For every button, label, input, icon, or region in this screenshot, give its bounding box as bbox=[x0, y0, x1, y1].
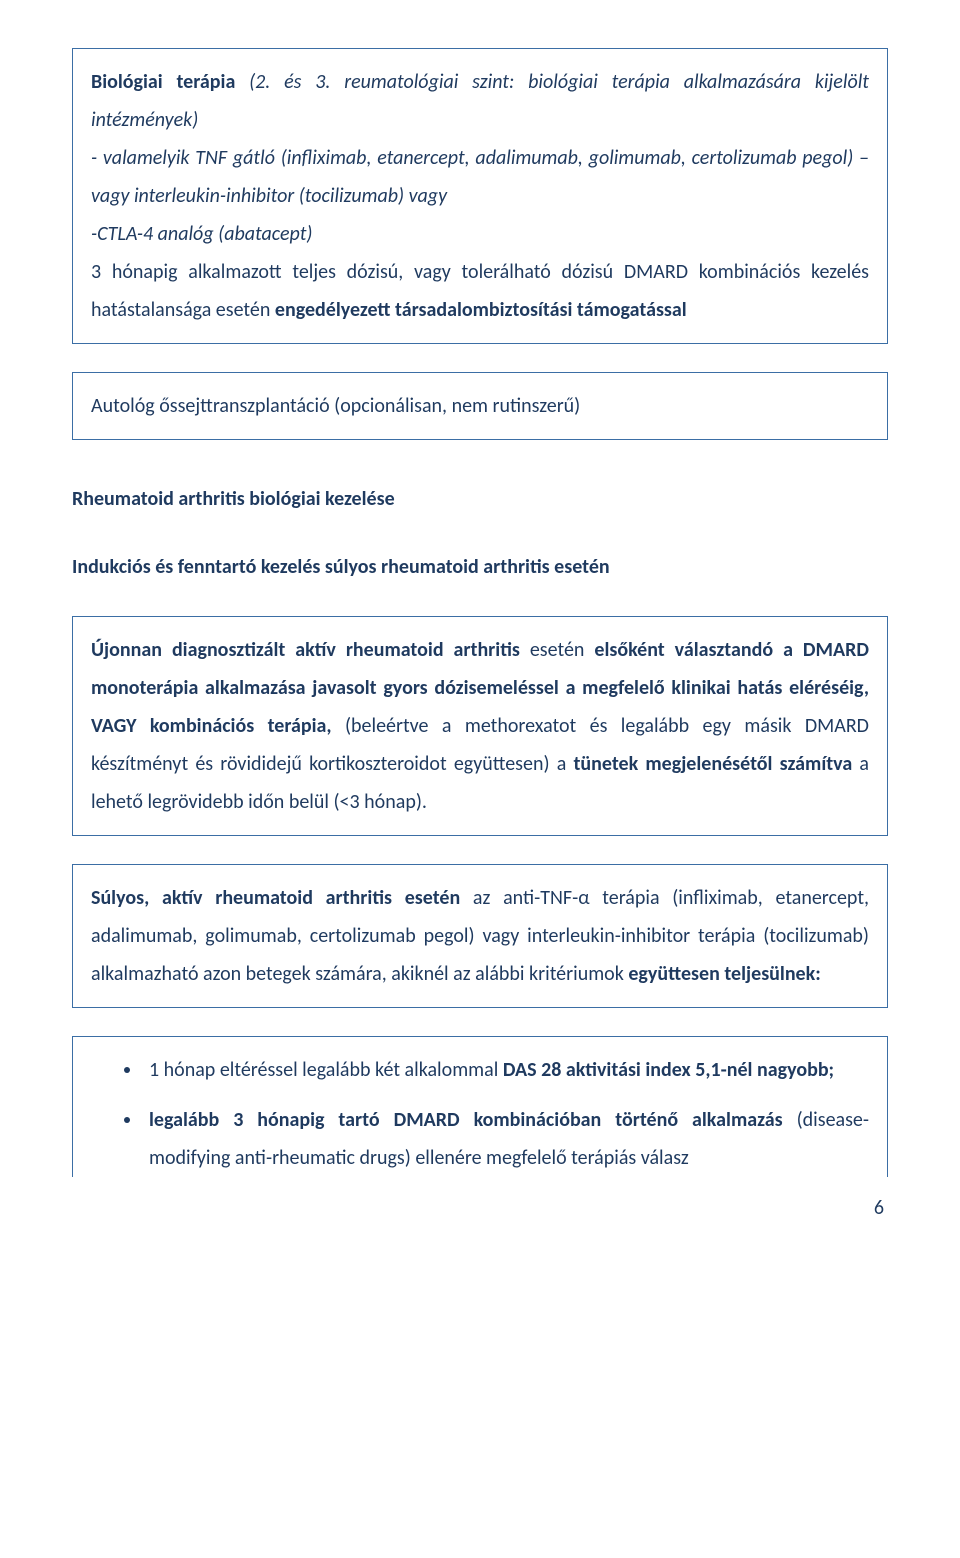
italic-line: -CTLA-4 analóg (abatacept) bbox=[91, 215, 869, 253]
bold-text: Súlyos, aktív rheumatoid arthritis eseté… bbox=[91, 886, 460, 910]
plain-text: esetén bbox=[520, 638, 595, 662]
section-heading: Rheumatoid arthritis biológiai kezelése bbox=[72, 480, 888, 518]
criteria-list: 1 hónap eltéréssel legalább két alkalomm… bbox=[91, 1051, 869, 1177]
list-item: legalább 3 hónapig tartó DMARD kombináci… bbox=[143, 1101, 869, 1177]
info-box-severe-ra: Súlyos, aktív rheumatoid arthritis eseté… bbox=[72, 864, 888, 1008]
sub-heading: Indukciós és fenntartó kezelés súlyos rh… bbox=[72, 548, 888, 586]
bold-term: Biológiai terápia bbox=[91, 70, 235, 94]
plain-text: 1 hónap eltéréssel legalább két alkalomm… bbox=[149, 1058, 503, 1082]
page-number: 6 bbox=[72, 1189, 888, 1227]
bold-text: együttesen teljesülnek: bbox=[628, 962, 820, 986]
therapy-box-biologic: Biológiai terápia (2. és 3. reumatológia… bbox=[72, 48, 888, 344]
italic-line: - valamelyik TNF gátló (infliximab, etan… bbox=[91, 139, 869, 215]
bold-text: Újonnan diagnosztizált aktív rheumatoid … bbox=[91, 638, 520, 662]
therapy-box-transplant: Autológ őssejttranszplantáció (opcionáli… bbox=[72, 372, 888, 440]
text-line: Autológ őssejttranszplantáció (opcionáli… bbox=[91, 394, 580, 418]
bold-text: tünetek megjelenésétől számítva bbox=[574, 752, 853, 776]
bold-text: DAS 28 aktivitási index 5,1-nél nagyobb; bbox=[503, 1058, 834, 1082]
text-block: Biológiai terápia (2. és 3. reumatológia… bbox=[91, 63, 869, 139]
info-box-new-diagnosis: Újonnan diagnosztizált aktív rheumatoid … bbox=[72, 616, 888, 836]
bold-text: legalább 3 hónapig tartó DMARD kombináci… bbox=[149, 1108, 783, 1132]
criteria-box: 1 hónap eltéréssel legalább két alkalomm… bbox=[72, 1036, 888, 1177]
list-item: 1 hónap eltéréssel legalább két alkalomm… bbox=[143, 1051, 869, 1089]
bold-text: engedélyezett társadalombiztosítási támo… bbox=[275, 298, 687, 322]
text-block: 3 hónapig alkalmazott teljes dózisú, vag… bbox=[91, 253, 869, 329]
